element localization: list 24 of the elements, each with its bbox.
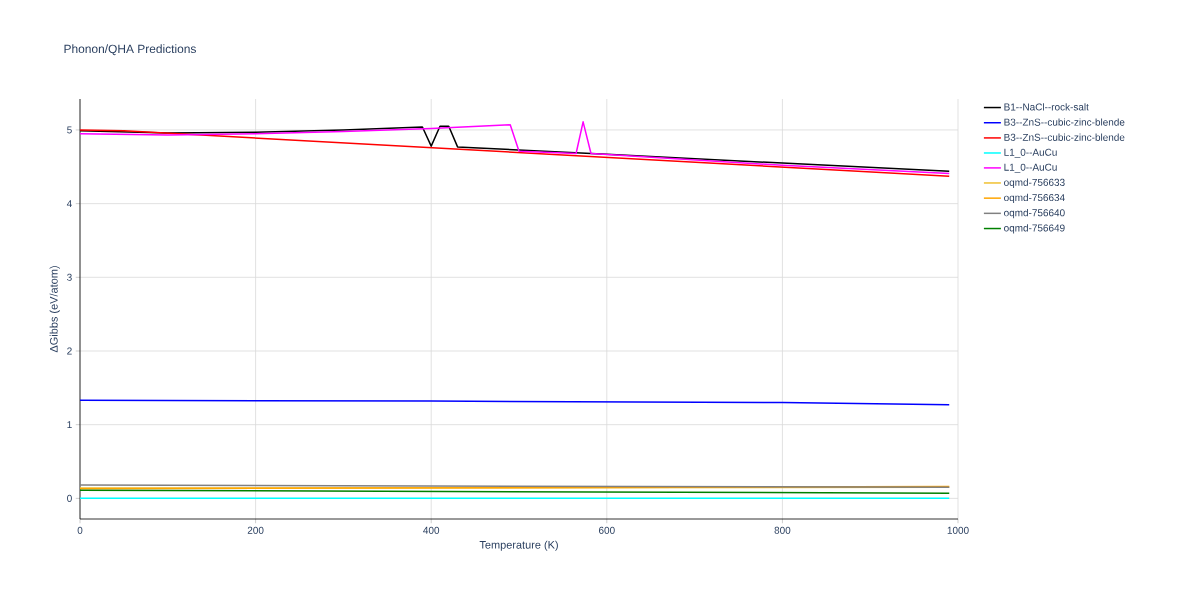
y-axis-title: ΔGibbs (eV/atom) — [49, 266, 60, 353]
y-tick-label: 0 — [67, 494, 72, 502]
legend-label: B3--ZnS--cubic-zinc-blende — [1004, 133, 1125, 141]
legend-label: oqmd-756640 — [1004, 208, 1065, 219]
x-tick-label: 800 — [774, 526, 791, 534]
x-tick-label: 0 — [77, 526, 83, 534]
y-tick-label: 1 — [67, 421, 72, 429]
y-tick-label: 4 — [66, 200, 72, 208]
legend-label: L1_0--AuCu — [1004, 148, 1057, 158]
x-tick-label: 600 — [599, 526, 615, 534]
x-tick-label: 1000 — [947, 526, 969, 534]
legend-label: B3--ZnS--cubic-zinc-blende — [1004, 118, 1125, 126]
x-axis-title: Temperature (K) — [479, 540, 558, 551]
chart-title: Phonon/QHA Predictions — [64, 44, 196, 56]
legend-label: oqmd-756633 — [1004, 178, 1065, 188]
legend-label: L1_0--AuCu — [1004, 163, 1057, 173]
x-tick-label: 200 — [247, 526, 264, 534]
y-tick-label: 3 — [67, 273, 72, 281]
legend-label: oqmd-756634 — [1004, 193, 1065, 204]
legend-label: B1--NaCl--rock-salt — [1004, 103, 1089, 111]
legend-label: oqmd-756649 — [1004, 224, 1065, 234]
x-tick-label: 400 — [423, 526, 440, 534]
y-tick-label: 2 — [67, 347, 72, 355]
y-tick-label: 5 — [67, 126, 72, 134]
